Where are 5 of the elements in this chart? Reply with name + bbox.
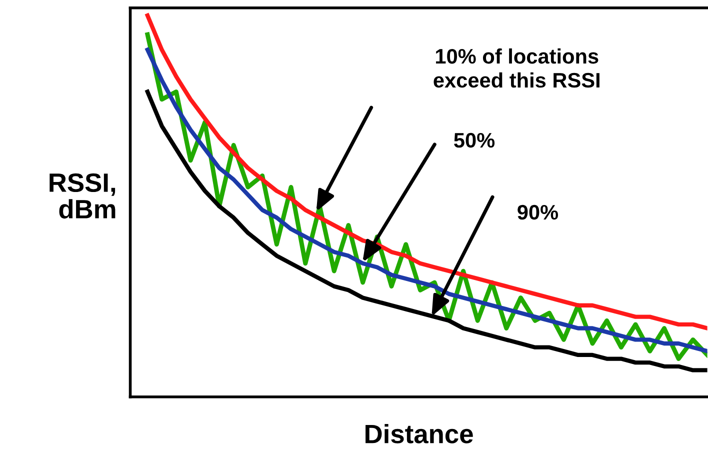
x-axis-title: Distance [366, 424, 473, 444]
annotation: 10% of locations exceed this RSSI [434, 48, 600, 88]
annotation: 90% [518, 204, 558, 220]
y-axis-title: RSSI, dBm [50, 173, 116, 219]
annotation: 50% [454, 132, 495, 148]
